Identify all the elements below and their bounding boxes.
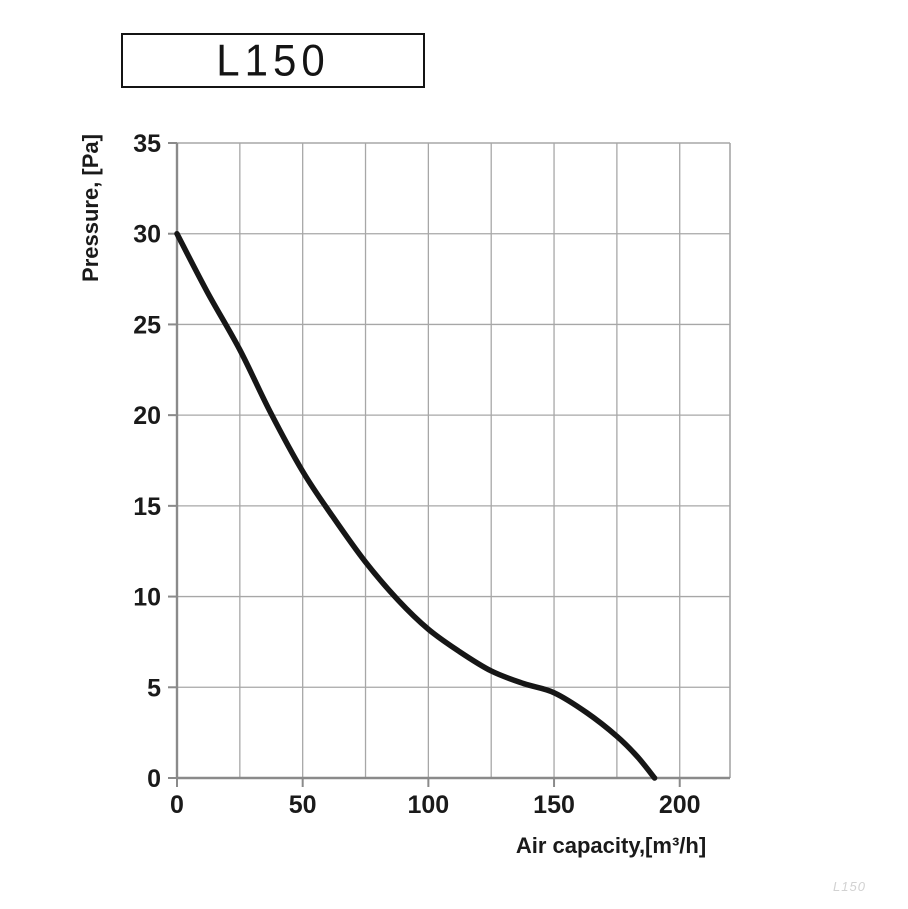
fan-performance-curve (174, 230, 658, 781)
y-tick-label: 20 (133, 402, 161, 430)
y-axis-title: Pressure, [Pa] (78, 134, 103, 282)
y-tick-label: 15 (133, 493, 161, 521)
y-tick-label: 25 (133, 311, 161, 339)
model-title-box: L150 (121, 33, 425, 88)
x-tick-label: 50 (289, 791, 317, 819)
x-tick-label: 200 (659, 791, 701, 819)
watermark-text: L150 (833, 879, 866, 894)
y-tick-label: 5 (147, 674, 161, 702)
x-tick-label: 150 (533, 791, 575, 819)
y-tick-label: 35 (133, 130, 161, 158)
y-tick-label: 30 (133, 221, 161, 249)
y-tick-label: 10 (133, 584, 161, 612)
y-tick-label: 0 (147, 765, 161, 793)
model-title-label: L150 (216, 35, 330, 85)
x-axis-title: Air capacity,[m³/h] (515, 833, 707, 858)
x-tick-label: 0 (170, 791, 184, 819)
x-tick-label: 100 (408, 791, 450, 819)
